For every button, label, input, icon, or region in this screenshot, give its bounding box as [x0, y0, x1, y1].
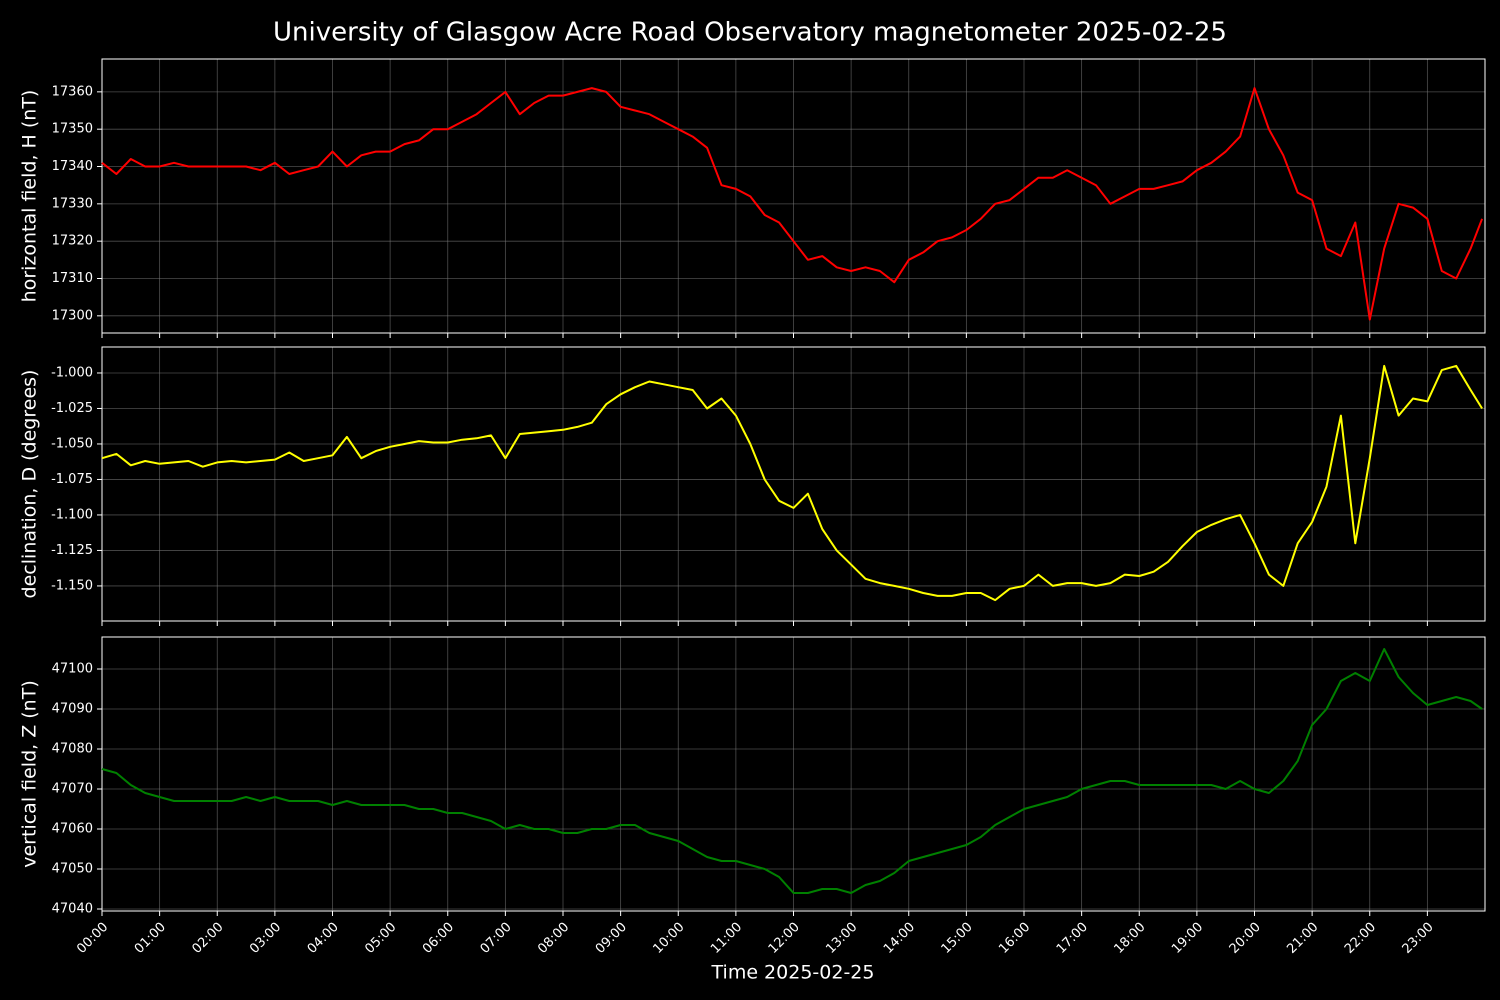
- y-tick-label: 47040: [52, 902, 93, 917]
- x-tick-label: 16:00: [996, 920, 1033, 957]
- x-tick-label: 20:00: [1227, 920, 1264, 957]
- x-tick-label: 14:00: [881, 920, 918, 957]
- x-axis-label: Time 2025-02-25: [711, 962, 875, 984]
- data-line: [101, 648, 1483, 894]
- x-tick-label: 13:00: [823, 920, 860, 957]
- y-tick-label: 17350: [52, 122, 93, 137]
- x-tick-label: 23:00: [1400, 920, 1437, 957]
- axes-frame: [101, 636, 1486, 912]
- y-tick-label: -1.075: [51, 472, 93, 487]
- x-tick-label: 09:00: [593, 920, 630, 957]
- y-tick-label: 17300: [52, 308, 93, 323]
- x-tick-label: 04:00: [305, 920, 342, 957]
- y-tick-label: 17360: [52, 84, 93, 99]
- x-tick-label: 15:00: [939, 920, 976, 957]
- x-tick-label: 21:00: [1284, 920, 1321, 957]
- y-tick-label: 47060: [52, 822, 93, 837]
- data-line: [101, 87, 1484, 321]
- x-tick-label: 11:00: [708, 920, 745, 957]
- y-axis-label: horizontal field, H (nT): [19, 90, 41, 303]
- y-tick-label: 47050: [52, 862, 93, 877]
- y-tick-label: 47090: [52, 702, 93, 717]
- data-line: [101, 364, 1483, 602]
- x-tick-label: 06:00: [420, 920, 457, 957]
- x-tick-label: 22:00: [1342, 920, 1379, 957]
- x-tick-label: 08:00: [535, 920, 572, 957]
- x-tick-label: 07:00: [478, 920, 515, 957]
- x-tick-label: 02:00: [189, 920, 226, 957]
- axes-frame: [101, 346, 1486, 622]
- y-axis-label: vertical field, Z (nT): [19, 680, 41, 868]
- y-tick-label: 17320: [52, 234, 93, 249]
- x-tick-label: 00:00: [74, 920, 111, 957]
- x-tick-label: 03:00: [247, 920, 284, 957]
- y-tick-label: 17310: [52, 271, 93, 286]
- y-tick-label: -1.150: [51, 578, 93, 593]
- x-tick-label: 19:00: [1169, 920, 1206, 957]
- y-axis-label: declination, D (degrees): [19, 370, 41, 599]
- x-tick-label: 01:00: [132, 920, 169, 957]
- y-tick-label: -1.050: [51, 436, 93, 451]
- y-tick-label: -1.000: [51, 365, 93, 380]
- y-tick-label: 17330: [52, 196, 93, 211]
- y-tick-label: 47100: [52, 662, 93, 677]
- y-tick-label: 17340: [52, 159, 93, 174]
- x-tick-label: 18:00: [1111, 920, 1148, 957]
- x-tick-label: 12:00: [766, 920, 803, 957]
- figure-title: University of Glasgow Acre Road Observat…: [273, 18, 1227, 48]
- y-tick-label: 47080: [52, 742, 93, 757]
- x-tick-label: 05:00: [362, 920, 399, 957]
- axes-frame: [101, 58, 1486, 334]
- x-tick-label: 10:00: [650, 920, 687, 957]
- y-tick-label: -1.025: [51, 401, 93, 416]
- y-tick-label: -1.125: [51, 543, 93, 558]
- y-tick-label: 47070: [52, 782, 93, 797]
- x-tick-label: 17:00: [1054, 920, 1091, 957]
- y-tick-label: -1.100: [51, 507, 93, 522]
